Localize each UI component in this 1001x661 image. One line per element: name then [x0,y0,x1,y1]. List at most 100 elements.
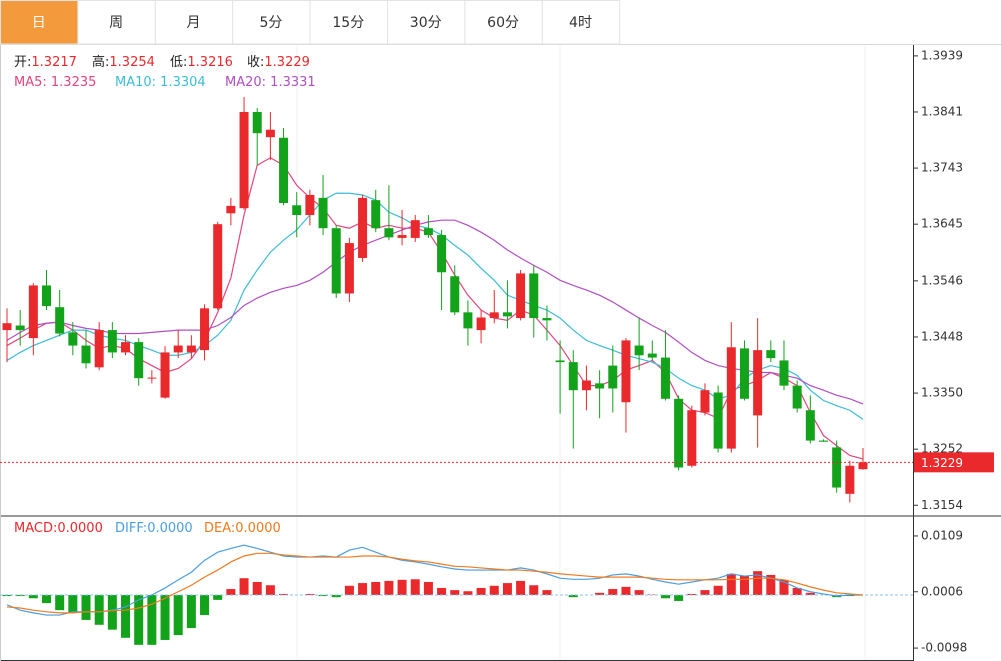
ohlc-legend-label: 开: [14,55,31,70]
candle-body [68,332,78,346]
tab-label: 日 [32,15,46,31]
macd-bar [265,585,275,595]
macd-bar [502,583,512,595]
tab[interactable]: 60分 [464,0,543,45]
candle-body [160,352,170,398]
tab[interactable]: 5分 [232,0,311,45]
macd-bar [410,579,420,595]
macd-bar [42,595,52,604]
ohlc-legend: 高:1.3254 [92,54,155,70]
tab[interactable]: 周 [77,0,156,45]
candle-body [713,392,723,449]
macd-bar [331,595,341,598]
candle-body [371,200,381,229]
y-tick-label: 1.3743 [921,161,963,175]
macd-bar [186,595,196,629]
tab-background [77,0,156,45]
y-tick-label: 0.0006 [921,584,963,598]
tab[interactable]: 30分 [387,0,466,45]
macd-bar [476,587,486,595]
candle-body [634,345,644,356]
y-tick-label: 1.3645 [921,217,963,231]
macd-bar [121,595,131,638]
macd-legend-value: 0.0000 [147,521,193,536]
current-price-box [914,452,994,473]
macd-bar [384,580,394,595]
macd-bar [134,595,144,645]
macd-legend-name: DEA [204,521,231,536]
macd-bar [805,592,815,595]
y-tick-label: 1.3841 [921,104,963,118]
macd-bar [173,595,183,636]
tab-background [464,0,543,45]
candle-body [489,312,499,319]
candle-body [516,273,526,319]
macd-line [6,552,864,614]
candle-body [94,330,104,368]
candle-body [595,383,605,389]
candle-body [463,312,473,329]
macd-legend: MACD:0.0000 [14,521,103,536]
candle-body [739,348,749,399]
macd-bar [450,590,460,595]
candle-body [792,385,802,409]
tab[interactable]: 日 [0,0,79,45]
candle-body [186,345,196,353]
ma-legend-name: MA5 [14,75,42,90]
macd-legend: DIFF:0.0000 [115,521,193,536]
macd-bar [226,589,236,595]
macd-bar [318,595,328,597]
macd-bar [568,595,578,598]
macd-bar [739,576,749,595]
tab-background [0,0,79,45]
y-tick-label: 1.3546 [921,273,963,287]
macd-bar [200,595,210,616]
tab-label: 5分 [259,15,282,31]
macd-bar [344,585,354,595]
macd-legend-value: 0.0000 [57,521,103,536]
ma-legend-value: 1.3235 [51,75,97,90]
macd-bar [279,593,289,595]
macd-legend-name: MACD [14,521,53,536]
ma-legend-separator: : [42,75,51,90]
macd-bar [779,579,789,595]
ma-line [6,219,864,405]
candle-body [753,350,763,416]
ohlc-legend-label: 低: [170,55,187,70]
ohlc-legend-value: 1.3217 [31,55,77,70]
macd-bar [792,587,802,595]
candle-body [687,410,697,466]
macd-legend: DEA:0.0000 [204,521,281,536]
macd-bar [28,595,38,599]
candle-body [147,377,157,379]
candle-body [581,380,591,391]
macd-bar [726,573,736,595]
ohlc-legend-label: 高: [92,54,109,70]
macd-bar [634,590,644,595]
candle-body [134,342,144,379]
ma-legend-separator: : [152,75,161,90]
tab[interactable]: 15分 [309,0,389,45]
candle-body [845,465,855,494]
candle-body [239,111,249,209]
candle-body [502,312,512,317]
candle-body [55,307,65,334]
candle-body [647,353,657,358]
macd-bar [595,592,605,595]
macd-bar [305,593,315,595]
macd-legend-name: DIFF [115,521,143,536]
candle-body [265,129,275,138]
candle-body [397,235,407,238]
tab[interactable]: 月 [154,0,234,45]
candle-body [529,273,539,319]
tab-label: 15分 [332,15,364,31]
current-price-label: 1.3229 [921,456,963,470]
macd-bar [529,585,539,595]
candle-body [555,360,565,363]
tab[interactable]: 4时 [541,0,621,45]
macd-legend-separator: : [53,521,57,536]
tab-background [387,0,466,45]
macd-bar [252,582,262,595]
tab-label: 60分 [487,15,519,31]
